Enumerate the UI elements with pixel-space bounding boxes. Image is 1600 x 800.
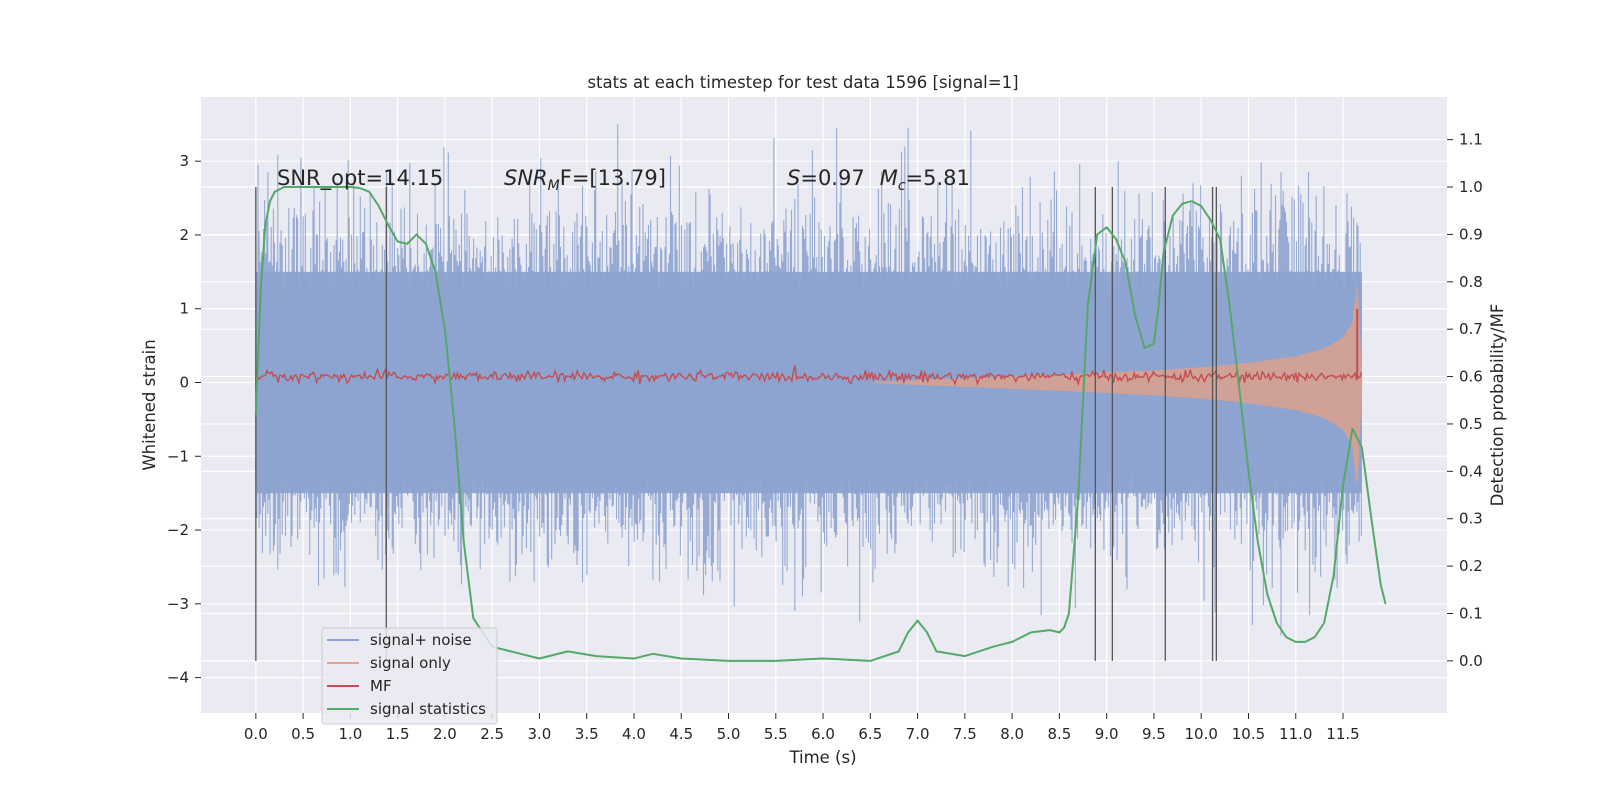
y-tick-label: −4 bbox=[167, 669, 189, 687]
x-axis-label: Time (s) bbox=[788, 748, 856, 767]
y2-tick-label: 0.2 bbox=[1459, 557, 1483, 575]
x-tick-label: 6.0 bbox=[811, 725, 835, 743]
y2-tick-labels: 1.1 1.0 0.9 0.8 0.7 0.6 0.5 0.4 0.3 0.2 0.1 0.0 bbox=[1447, 131, 1483, 670]
y-tick-label: 2 bbox=[179, 226, 189, 244]
y2-tick-label: 0.3 bbox=[1459, 510, 1483, 528]
x-tick-label: 8.0 bbox=[1000, 725, 1024, 743]
y-tick-label: 3 bbox=[179, 152, 189, 170]
x-tick-label: 10.5 bbox=[1232, 725, 1265, 743]
x-tick-label: 0.0 bbox=[244, 725, 268, 743]
annotation-snr-mf: SNRMF=[13.79] bbox=[504, 166, 666, 194]
y2-axis-label: Detection probability/MF bbox=[1488, 304, 1507, 507]
legend-label-signal-noise: signal+ noise bbox=[370, 631, 472, 649]
y2-tick-label: 0.8 bbox=[1459, 273, 1483, 291]
signal-only-envelope bbox=[870, 286, 1363, 484]
chart-title: stats at each timestep for test data 159… bbox=[587, 73, 1018, 92]
y-tick-label: 1 bbox=[179, 300, 189, 318]
x-tick-label: 5.0 bbox=[717, 725, 741, 743]
y-tick-label: −3 bbox=[167, 595, 189, 613]
x-tick-label: 11.0 bbox=[1279, 725, 1312, 743]
y2-tick-label: 0.6 bbox=[1459, 368, 1483, 386]
legend-box bbox=[321, 627, 498, 725]
legend-label-signal-statistics: signal statistics bbox=[370, 700, 486, 718]
y-axis-label: Whitened strain bbox=[140, 339, 159, 470]
x-tick-label: 4.5 bbox=[669, 725, 693, 743]
y-tick-label: −1 bbox=[167, 447, 189, 465]
legend-label-mf: MF bbox=[370, 677, 392, 695]
x-tick-label: 2.5 bbox=[480, 725, 504, 743]
x-tick-label: 1.0 bbox=[338, 725, 362, 743]
y2-tick-label: 0.5 bbox=[1459, 415, 1483, 433]
vertical-markers bbox=[255, 187, 1217, 661]
x-tick-label: 11.5 bbox=[1326, 725, 1359, 743]
mf-series bbox=[255, 308, 1363, 387]
signal-statistics-series bbox=[254, 186, 1387, 662]
y2-tick-label: 0.1 bbox=[1459, 604, 1483, 622]
annotation-s-mc: S=0.97 Mc=5.81 bbox=[787, 166, 970, 194]
y2-tick-label: 0.9 bbox=[1459, 225, 1483, 243]
x-tick-labels: 0.0 0.5 1.0 1.5 2.0 2.5 3.0 3.5 4.0 4.5 5.0 5.5 6.0 6… bbox=[244, 713, 1360, 743]
x-tick-label: 10.0 bbox=[1185, 725, 1218, 743]
x-tick-label: 7.0 bbox=[906, 725, 930, 743]
mf-line bbox=[255, 365, 1363, 387]
x-tick-label: 8.5 bbox=[1047, 725, 1071, 743]
x-tick-label: 7.5 bbox=[953, 725, 977, 743]
y-tick-label: 0 bbox=[179, 373, 189, 391]
legend-label-signal-only: signal only bbox=[370, 654, 451, 672]
y2-tick-label: 0.4 bbox=[1459, 462, 1483, 480]
annotation-snr-opt: SNR_opt=14.15 bbox=[277, 166, 443, 191]
x-tick-label: 3.0 bbox=[528, 725, 552, 743]
signal-statistics-line bbox=[254, 186, 1387, 662]
y2-tick-label: 1.1 bbox=[1459, 131, 1483, 149]
x-tick-label: 0.5 bbox=[291, 725, 315, 743]
x-tick-label: 5.5 bbox=[764, 725, 788, 743]
signal-only-series bbox=[870, 286, 1363, 484]
y2-tick-label: 0.0 bbox=[1459, 652, 1483, 670]
x-tick-label: 9.0 bbox=[1095, 725, 1119, 743]
x-tick-label: 1.5 bbox=[386, 725, 410, 743]
y2-tick-label: 0.7 bbox=[1459, 320, 1483, 338]
x-tick-label: 4.0 bbox=[622, 725, 646, 743]
legend: signal+ noise signal only MF signal stat… bbox=[321, 627, 498, 725]
y-tick-labels: 3 2 1 0 −1 −2 −3 −4 bbox=[167, 152, 201, 687]
x-tick-label: 2.0 bbox=[433, 725, 457, 743]
y-tick-label: −2 bbox=[167, 521, 189, 539]
x-tick-label: 9.5 bbox=[1142, 725, 1166, 743]
x-tick-label: 3.5 bbox=[575, 725, 599, 743]
x-tick-label: 6.5 bbox=[858, 725, 882, 743]
y2-tick-label: 1.0 bbox=[1459, 178, 1483, 196]
